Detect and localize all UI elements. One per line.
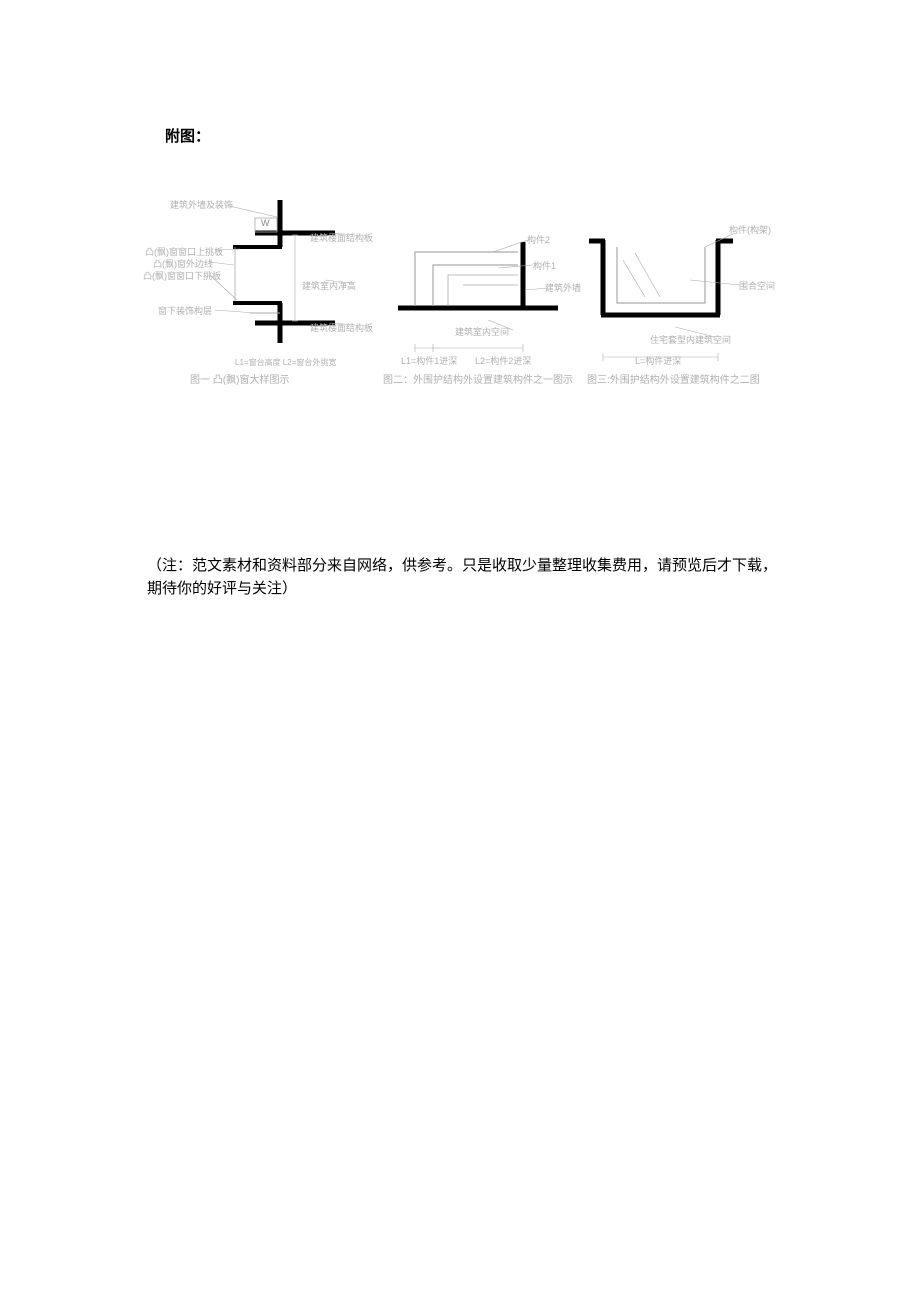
d1-sub-caption: L1=窗台高度 L2=窗台外挑宽 bbox=[235, 357, 336, 368]
d2-caption: 图二：外围护结构外设置建筑构件之一图示 bbox=[383, 371, 573, 386]
d1-label-window-finish: 窗下装饰构层 bbox=[158, 304, 212, 317]
d1-label-floor-top: 建筑楼面结构板 bbox=[310, 231, 373, 244]
d2-label-wall: 建筑外墙 bbox=[545, 281, 581, 294]
d2-label-indoor: 建筑室内空间 bbox=[455, 325, 509, 338]
d3-label-enclosed: 围合空间 bbox=[739, 279, 775, 292]
d3-caption: 图三:外围护结构外设置建筑构件之二图 bbox=[587, 371, 760, 386]
d1-caption: 图一 凸(飘)窗大样图示 bbox=[190, 371, 289, 386]
d1-label-floor-bottom: 建筑楼面结构板 bbox=[310, 321, 373, 334]
d3-label-frame: 构件(构架) bbox=[729, 223, 771, 236]
d3-label-residential: 住宅套型内建筑空间 bbox=[650, 333, 731, 346]
page-title: 附图： bbox=[165, 125, 210, 146]
d1-label-indoor-height: 建筑室内净高 bbox=[302, 279, 356, 292]
d2-label-comp2: 构件2 bbox=[527, 233, 550, 246]
d1-label-top: 建筑外墙及装饰 bbox=[170, 198, 233, 211]
d3-dim-l: L=构件进深 bbox=[635, 354, 681, 367]
d2-dim-l2: L2=构件2进深 bbox=[475, 354, 531, 367]
diagram-container: 建筑外墙及装饰 W 建筑楼面结构板 凸(飘)窗窗口上挑板 凸(飘)窗外边线 凸(… bbox=[155, 195, 765, 415]
d2-dim-l1: L1=构件1进深 bbox=[401, 354, 457, 367]
footer-note: （注：范文素材和资料部分来自网络，供参考。只是收取少量整理收集费用，请预览后才下… bbox=[147, 555, 777, 600]
d1-label-lower-sill: 凸(飘)窗窗口下挑板 bbox=[143, 269, 221, 282]
d2-label-comp1: 构件1 bbox=[533, 259, 556, 272]
d1-label-w: W bbox=[261, 218, 270, 228]
